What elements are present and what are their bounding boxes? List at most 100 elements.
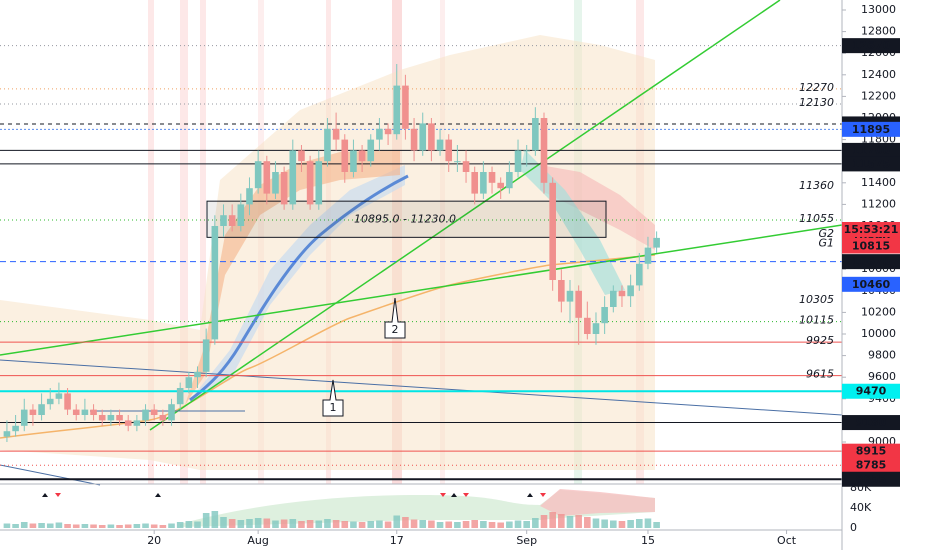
candle-body — [367, 139, 375, 162]
volume-bar — [72, 524, 80, 528]
y-tick-label: 13000 — [861, 3, 896, 16]
price-tag-label: 10670 — [852, 255, 891, 268]
volume-area — [180, 489, 655, 527]
volume-bar — [454, 522, 461, 528]
candle-body — [168, 404, 175, 421]
candle-body — [194, 371, 201, 378]
candle-body — [480, 172, 487, 194]
volume-bar — [168, 523, 175, 528]
volume-bar — [402, 517, 409, 528]
volume-bar — [90, 524, 97, 528]
price-tag — [842, 383, 900, 399]
candle-body — [653, 237, 660, 248]
candle-body — [627, 285, 634, 297]
volume-bar — [549, 512, 556, 528]
price-tag — [842, 276, 900, 292]
candle-body — [445, 139, 453, 162]
candle-body — [237, 204, 245, 226]
x-tick-label: Sep — [516, 534, 537, 547]
volume-bar — [358, 522, 366, 528]
candle-body — [20, 409, 28, 426]
volume-bar — [393, 515, 401, 528]
candle-body — [142, 409, 149, 421]
candle-body — [584, 317, 591, 334]
x-tick-label: 20 — [147, 534, 161, 547]
volume-bar — [133, 524, 141, 528]
candle-body — [272, 172, 279, 194]
price-tag — [842, 142, 900, 158]
candle-body — [159, 415, 167, 421]
candle-body — [12, 425, 19, 432]
price-tag-label: 8785 — [856, 459, 887, 472]
volume-tick-label: 40K — [850, 501, 872, 514]
candle-body — [497, 182, 504, 189]
price-tag-label: 12670 — [852, 39, 891, 52]
volume-bar — [627, 520, 634, 528]
volume-bar — [29, 523, 37, 528]
volume-bar — [497, 522, 504, 528]
volume-bar — [635, 519, 643, 528]
y-tick-label: 11200 — [861, 197, 896, 210]
volume-bar — [315, 520, 323, 528]
candle-body — [315, 161, 323, 205]
candle-body — [393, 85, 401, 135]
candle-body — [81, 409, 89, 415]
volume-bar — [98, 525, 106, 528]
level-label: 12130 — [799, 96, 834, 109]
candles: 12 — [3, 64, 660, 442]
candle-body — [471, 172, 479, 194]
volume-bar — [341, 521, 349, 528]
volume-bar — [384, 521, 392, 528]
y-tick-label: 12200 — [861, 89, 896, 102]
candle-body — [350, 150, 357, 172]
candle-body — [540, 118, 548, 183]
volume-bar — [254, 518, 262, 528]
y-tick-label: 12400 — [861, 68, 896, 81]
volume-bar — [436, 522, 444, 528]
volume-bar — [150, 524, 158, 528]
volume-bar — [46, 523, 54, 528]
price-tag-label: 10460 — [852, 278, 891, 291]
candle-body — [610, 290, 617, 307]
candle-body — [644, 247, 652, 264]
axes: 9000920094009600980010000102001040010600… — [147, 3, 900, 547]
volume-bar — [445, 521, 453, 528]
candle-body — [107, 415, 115, 421]
candle-body — [592, 323, 600, 334]
price-tag-label: 8915 — [856, 445, 887, 458]
level-label: 9925 — [806, 334, 834, 347]
volume-bar — [488, 522, 496, 528]
volume-bar — [410, 519, 418, 528]
volume-bar — [532, 518, 539, 528]
volume-bar — [332, 520, 340, 528]
candle-body — [116, 415, 123, 421]
price-tag — [842, 415, 900, 431]
volume-bar — [176, 522, 184, 528]
volume-bar — [376, 520, 383, 528]
volume-bar — [610, 520, 617, 528]
candle-body — [29, 409, 37, 415]
volume-bar — [263, 518, 271, 528]
volume-bar — [64, 524, 71, 528]
volume-bar — [272, 520, 279, 528]
volume-bar — [471, 520, 479, 528]
volume-bar — [462, 521, 470, 528]
candle-body — [532, 118, 539, 151]
candle-body — [150, 409, 158, 415]
candle-body — [185, 377, 193, 388]
price-tag-label: 10815 — [852, 239, 890, 252]
volume-bar — [575, 515, 582, 528]
annotation-bubble — [322, 379, 344, 417]
candle-body — [332, 128, 340, 140]
volume-bar — [306, 520, 314, 528]
price-tag — [842, 156, 900, 172]
candle-body — [514, 150, 522, 172]
level-name: G1 — [818, 236, 834, 249]
volume-bar — [350, 521, 357, 528]
candle-body — [98, 415, 106, 421]
price-tag — [842, 443, 900, 459]
candle-body — [376, 128, 383, 140]
volume-bar — [246, 519, 253, 528]
level-label: 11360 — [799, 179, 834, 192]
